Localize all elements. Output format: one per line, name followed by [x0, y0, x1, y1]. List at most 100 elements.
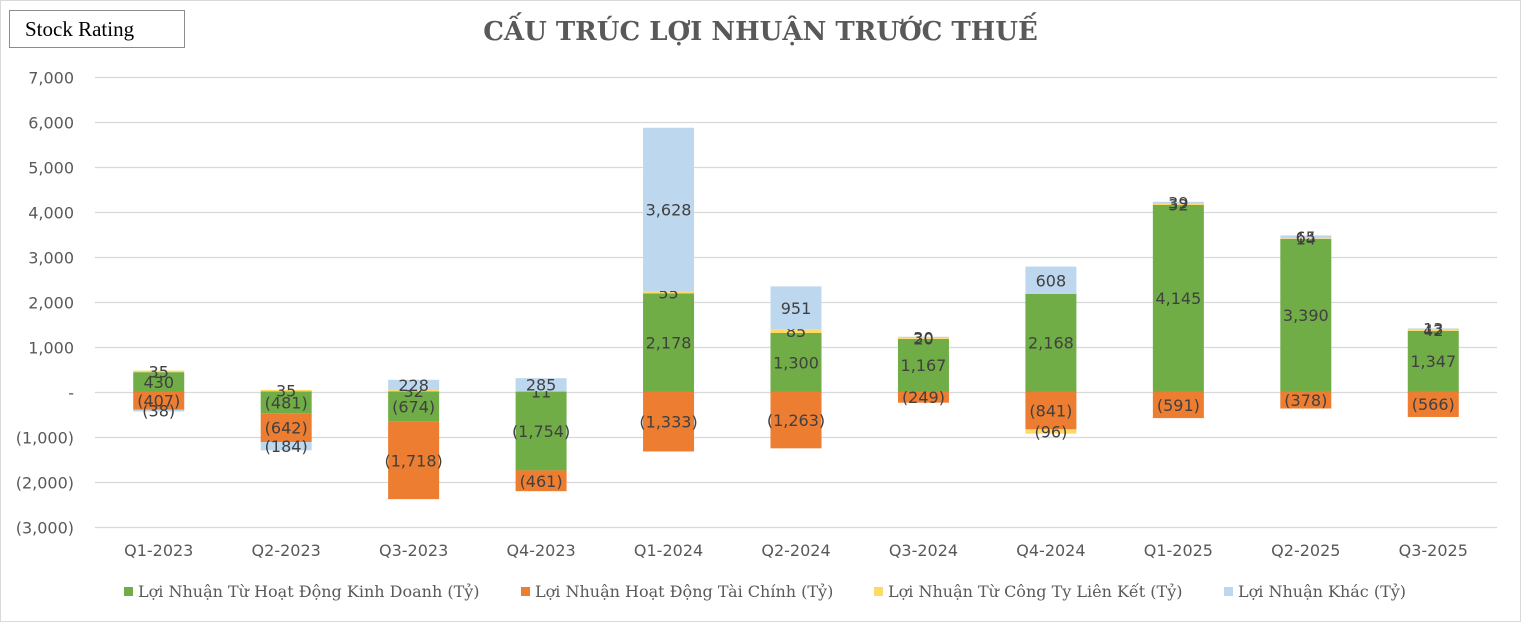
x-tick-label: Q4-2024	[1016, 541, 1085, 560]
data-label: 42	[1423, 321, 1443, 340]
data-label: 30	[913, 328, 933, 347]
data-label: (674)	[392, 398, 435, 417]
legend-swatch	[124, 587, 133, 596]
data-label: 2,178	[646, 333, 692, 352]
legend-label: Lợi Nhuận Từ Công Ty Liên Kết (Tỷ)	[888, 582, 1182, 601]
y-tick-label: 1,000	[28, 339, 74, 358]
data-label: 32	[1168, 195, 1188, 214]
bar-segment	[1025, 429, 1077, 434]
bar-segment	[515, 470, 567, 492]
legend-label: Lợi Nhuận Khác (Tỷ)	[1238, 582, 1406, 601]
x-tick-label: Q3-2024	[889, 541, 958, 560]
data-label: (38)	[142, 402, 175, 421]
data-label: 228	[398, 376, 429, 395]
bar-segment	[388, 421, 440, 500]
data-label: 39	[1168, 194, 1188, 213]
x-tick-label: Q1-2025	[1144, 541, 1213, 560]
legend-swatch	[874, 587, 883, 596]
bar-segment	[1152, 201, 1204, 204]
x-tick-label: Q1-2024	[634, 541, 703, 560]
data-label: 4,145	[1155, 289, 1201, 308]
bar-segment	[260, 389, 312, 392]
data-label: 430	[143, 373, 174, 392]
bar-segment	[388, 391, 440, 422]
x-tick-label: Q3-2023	[379, 541, 448, 560]
y-tick-label: 5,000	[28, 159, 74, 178]
x-tick-label: Q1-2023	[124, 541, 193, 560]
data-label: 1,167	[901, 356, 947, 375]
data-label: (1,718)	[384, 451, 442, 470]
data-label: 20	[913, 330, 933, 349]
data-label: (566)	[1412, 395, 1455, 414]
legend-swatch	[1224, 587, 1233, 596]
bar-segment	[643, 391, 695, 452]
data-label: (1,263)	[767, 411, 825, 430]
bar-segment	[1025, 293, 1077, 392]
bar-segment	[515, 391, 567, 471]
data-label: 951	[781, 299, 812, 318]
bar-segment	[1025, 391, 1077, 430]
legend-swatch	[521, 587, 530, 596]
bar-segment	[1025, 266, 1077, 294]
bar-segment	[260, 391, 312, 414]
bar-segment	[260, 442, 312, 451]
bar-segment	[643, 127, 695, 292]
data-label: (1,754)	[512, 422, 570, 441]
legend-label: Lợi Nhuận Từ Hoạt Động Kinh Doanh (Tỷ)	[138, 582, 480, 601]
y-tick-label: 7,000	[28, 69, 74, 88]
y-tick-label: (3,000)	[16, 519, 74, 538]
data-label: 35	[149, 362, 169, 381]
bar-segment	[133, 391, 185, 410]
chart-title: CẤU TRÚC LỢI NHUẬN TRƯỚC THUẾ	[483, 17, 1038, 47]
bar-segment	[1280, 235, 1332, 239]
bar-segment	[770, 286, 822, 330]
data-label: 285	[526, 376, 557, 395]
data-label: (461)	[520, 472, 563, 491]
bar-segment	[643, 293, 695, 392]
data-label: (378)	[1284, 391, 1327, 410]
y-tick-label: -	[68, 384, 74, 403]
x-tick-label: Q2-2024	[761, 541, 830, 560]
bar-segment	[133, 409, 185, 412]
bar-segment	[133, 372, 185, 392]
stock-rating-badge[interactable]: Stock Rating	[9, 10, 185, 48]
x-tick-label: Q2-2025	[1271, 541, 1340, 560]
y-tick-label: 3,000	[28, 249, 74, 268]
data-label: (184)	[265, 437, 308, 456]
data-label: 14	[1296, 230, 1316, 249]
legend-label: Lợi Nhuận Hoạt Động Tài Chính (Tỷ)	[535, 582, 833, 601]
bar-segment	[1407, 330, 1459, 392]
y-tick-label: (1,000)	[16, 429, 74, 448]
bar-segment	[897, 391, 949, 403]
y-tick-label: 6,000	[28, 114, 74, 133]
data-label: 65	[1296, 228, 1316, 247]
bar-segment	[133, 370, 185, 373]
data-label: (249)	[902, 388, 945, 407]
bar-segment	[1407, 328, 1459, 330]
y-tick-label: (2,000)	[16, 474, 74, 493]
data-label: (642)	[265, 419, 308, 438]
data-label: 1,347	[1410, 352, 1456, 371]
data-label: 2,168	[1028, 334, 1074, 353]
data-label: 608	[1036, 271, 1067, 290]
bar-segment	[1407, 391, 1459, 417]
bar-segment	[1280, 238, 1332, 392]
x-tick-label: Q2-2023	[252, 541, 321, 560]
bar-segment	[1152, 203, 1204, 205]
bar-segment	[260, 413, 312, 443]
data-label: 1,300	[773, 353, 819, 372]
bar-segment	[897, 336, 949, 339]
bar-segment	[643, 291, 695, 294]
bar-segment	[897, 338, 949, 339]
bar-segment	[770, 333, 822, 392]
x-tick-label: Q4-2023	[506, 541, 575, 560]
x-tick-label: Q3-2025	[1399, 541, 1468, 560]
data-label: (96)	[1034, 423, 1067, 442]
y-tick-label: 2,000	[28, 294, 74, 313]
data-label: 35	[276, 382, 296, 401]
y-tick-label: 4,000	[28, 204, 74, 223]
bar-segment	[897, 338, 949, 392]
data-label: (841)	[1029, 401, 1072, 420]
bar-segment	[515, 378, 567, 392]
bar-segment	[1280, 238, 1332, 239]
